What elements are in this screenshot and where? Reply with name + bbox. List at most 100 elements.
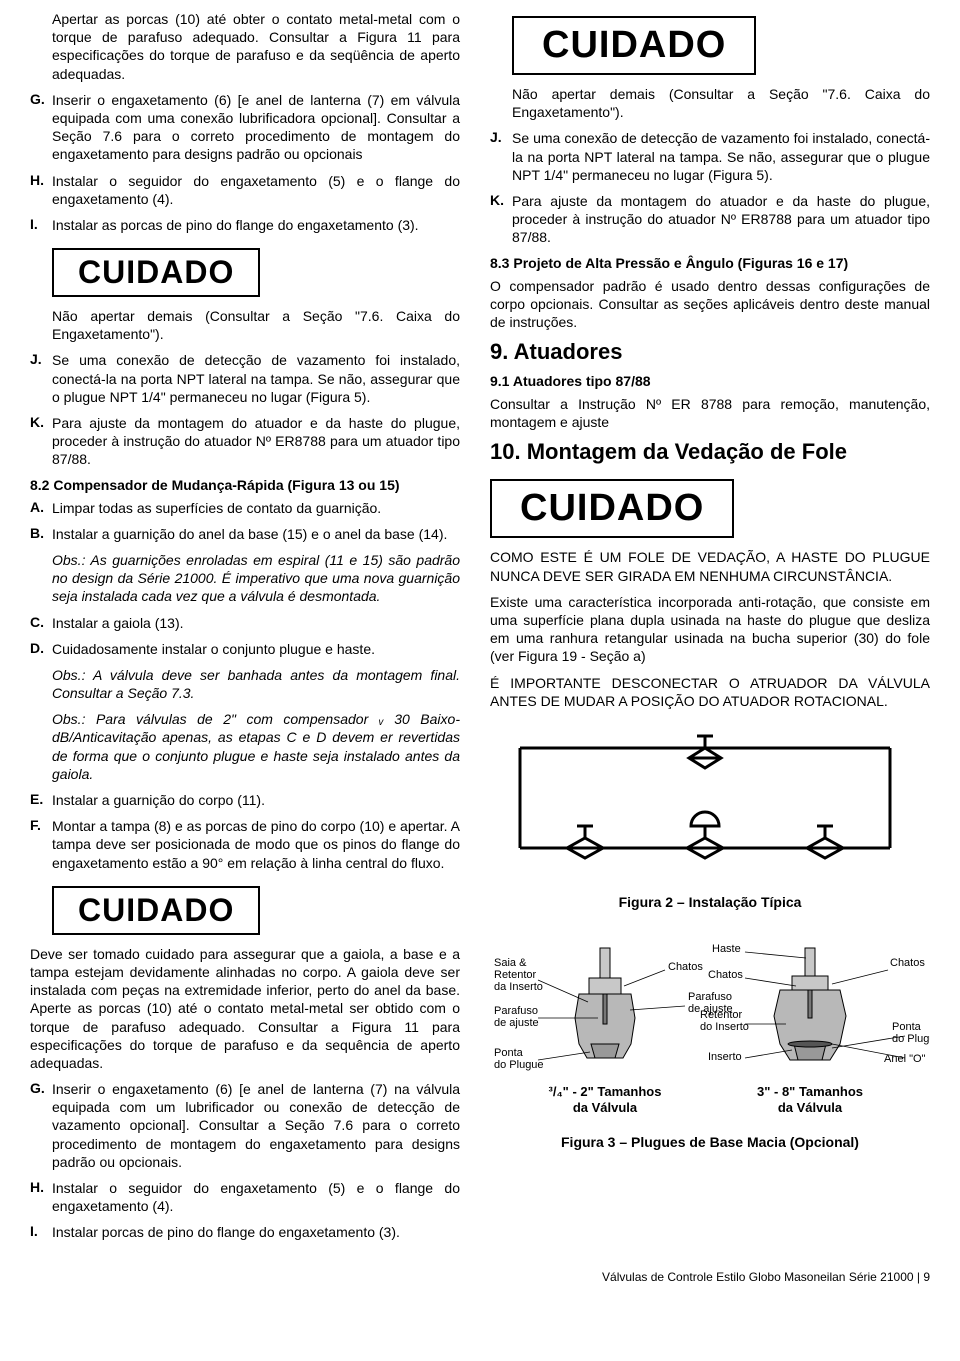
- list-text: Se uma conexão de detecção de vazamento …: [52, 351, 460, 406]
- label: de ajuste: [494, 1017, 539, 1029]
- list-marker: K.: [490, 192, 512, 247]
- caution-label: CUIDADO: [520, 487, 704, 529]
- caution-box: CUIDADO: [52, 248, 260, 297]
- caution-box: CUIDADO: [52, 886, 260, 935]
- list-item: B. Instalar a guarnição do anel da base …: [30, 525, 460, 543]
- figure-2: Figura 2 – Instalação Típica: [490, 718, 930, 910]
- caution-paragraph: Deve ser tomado cuidado para assegurar q…: [30, 945, 460, 1072]
- label: Haste: [712, 943, 741, 955]
- label: do Plugue: [892, 1033, 930, 1045]
- list-text: Instalar o seguidor do engaxetamento (5)…: [52, 1179, 460, 1215]
- list-item: J. Se uma conexão de detecção de vazamen…: [30, 351, 460, 406]
- label: da Inserto: [494, 981, 543, 993]
- list-text: Para ajuste da montagem do atuador e da …: [52, 414, 460, 469]
- document-page: Apertar as porcas (10) até obter o conta…: [0, 0, 960, 1304]
- section-title: 10. Montagem da Vedação de Fole: [490, 439, 930, 465]
- size-label: da Válvula: [573, 1100, 638, 1115]
- section-heading: 8.2 Compensador de Mudança-Rápida (Figur…: [30, 477, 460, 493]
- list-text: Inserir o engaxetamento (6) [e anel de l…: [52, 1080, 460, 1171]
- label: Saia &: [494, 957, 527, 969]
- left-column: Apertar as porcas (10) até obter o conta…: [30, 10, 460, 1250]
- list-marker: E.: [30, 791, 52, 809]
- list-item: E. Instalar a guarnição do corpo (11).: [30, 791, 460, 809]
- figure-caption: Figura 2 – Instalação Típica: [490, 894, 930, 910]
- list-marker: H.: [30, 172, 52, 208]
- list-marker: J.: [490, 129, 512, 184]
- list-text: Montar a tampa (8) e as porcas de pino d…: [52, 817, 460, 872]
- list-marker: C.: [30, 614, 52, 632]
- installation-diagram-icon: [490, 718, 920, 888]
- list-item: A. Limpar todas as superfícies de contat…: [30, 499, 460, 517]
- list-marker: G.: [30, 91, 52, 164]
- list-text: Instalar a gaiola (13).: [52, 614, 460, 632]
- label: Parafuso: [688, 991, 732, 1003]
- caution-note: Não apertar demais (Consultar a Seção "7…: [512, 85, 930, 121]
- caution-note: Não apertar demais (Consultar a Seção "7…: [52, 307, 460, 343]
- list-text: Instalar a guarnição do anel da base (15…: [52, 525, 460, 543]
- plug-diagram-icon: Saia & Retentor da Inserto Parafuso de a…: [490, 928, 930, 1128]
- list-item: J. Se uma conexão de detecção de vazamen…: [490, 129, 930, 184]
- page-footer: Válvulas de Controle Estilo Globo Masone…: [30, 1270, 930, 1284]
- size-label: da Válvula: [778, 1100, 843, 1115]
- list-text: Instalar o seguidor do engaxetamento (5)…: [52, 172, 460, 208]
- list-item: K. Para ajuste da montagem do atuador e …: [490, 192, 930, 247]
- list-text: Inserir o engaxetamento (6) [e anel de l…: [52, 91, 460, 164]
- figure-caption: Figura 3 – Plugues de Base Macia (Opcion…: [490, 1134, 930, 1150]
- list-text: Limpar todas as superfícies de contato d…: [52, 499, 460, 517]
- label: Chatos: [668, 961, 703, 973]
- label: Retentor: [700, 1009, 743, 1021]
- list-item: G. Inserir o engaxetamento (6) [e anel d…: [30, 1080, 460, 1171]
- caution-box: CUIDADO: [490, 479, 734, 538]
- list-item: H. Instalar o seguidor do engaxetamento …: [30, 172, 460, 208]
- label: Retentor: [494, 969, 537, 981]
- section-body: O compensador padrão é usado dentro dess…: [490, 277, 930, 332]
- label: do Inserto: [700, 1021, 749, 1033]
- section-heading: 9.1 Atuadores tipo 87/88: [490, 373, 930, 389]
- label: Chatos: [890, 957, 925, 969]
- list-text: Se uma conexão de detecção de vazamento …: [512, 129, 930, 184]
- size-label: 3" - 8" Tamanhos: [757, 1084, 863, 1099]
- list-marker: A.: [30, 499, 52, 517]
- list-marker: F.: [30, 817, 52, 872]
- list-item: I. Instalar as porcas de pino do flange …: [30, 216, 460, 234]
- list-text: Instalar porcas de pino do flange do eng…: [52, 1223, 460, 1241]
- list-text: Instalar as porcas de pino do flange do …: [52, 216, 460, 234]
- label: Ponta: [892, 1021, 922, 1033]
- list-marker: B.: [30, 525, 52, 543]
- section-title: 9. Atuadores: [490, 339, 930, 365]
- list-item: D. Cuidadosamente instalar o conjunto pl…: [30, 640, 460, 658]
- list-marker: D.: [30, 640, 52, 658]
- list-text: Para ajuste da montagem do atuador e da …: [512, 192, 930, 247]
- note-text: Obs.: As guarnições enroladas em espiral…: [52, 551, 460, 606]
- list-marker: H.: [30, 1179, 52, 1215]
- intro-paragraph: Apertar as porcas (10) até obter o conta…: [52, 10, 460, 83]
- list-marker: I.: [30, 1223, 52, 1241]
- list-item: K. Para ajuste da montagem do atuador e …: [30, 414, 460, 469]
- label: do Plugue: [494, 1059, 544, 1071]
- figure-3: Saia & Retentor da Inserto Parafuso de a…: [490, 928, 930, 1150]
- size-label: ³/₄" - 2" Tamanhos: [549, 1084, 662, 1099]
- list-marker: I.: [30, 216, 52, 234]
- list-text: Instalar a guarnição do corpo (11).: [52, 791, 460, 809]
- list-marker: J.: [30, 351, 52, 406]
- caution-label: CUIDADO: [542, 24, 726, 66]
- list-item: H. Instalar o seguidor do engaxetamento …: [30, 1179, 460, 1215]
- section-heading: 8.3 Projeto de Alta Pressão e Ângulo (Fi…: [490, 255, 930, 271]
- label: Inserto: [708, 1051, 742, 1063]
- list-item: G. Inserir o engaxetamento (6) [e anel d…: [30, 91, 460, 164]
- label: Ponta: [494, 1047, 524, 1059]
- list-item: I. Instalar porcas de pino do flange do …: [30, 1223, 460, 1241]
- note-text: Obs.: A válvula deve ser banhada antes d…: [52, 666, 460, 702]
- warning-text: COMO ESTE É UM FOLE DE VEDAÇÃO, A HASTE …: [490, 548, 930, 584]
- label: Chatos: [708, 969, 743, 981]
- list-text: Cuidadosamente instalar o conjunto plugu…: [52, 640, 460, 658]
- caution-label: CUIDADO: [78, 892, 234, 928]
- warning-text: É IMPORTANTE DESCONECTAR O ATRUADOR DA V…: [490, 674, 930, 710]
- list-item: F. Montar a tampa (8) e as porcas de pin…: [30, 817, 460, 872]
- two-column-layout: Apertar as porcas (10) até obter o conta…: [30, 10, 930, 1250]
- section-body: Consultar a Instrução Nº ER 8788 para re…: [490, 395, 930, 431]
- label: Anel "O": [884, 1053, 926, 1065]
- list-marker: K.: [30, 414, 52, 469]
- caution-label: CUIDADO: [78, 254, 234, 290]
- body-text: Existe uma característica incorporada an…: [490, 593, 930, 666]
